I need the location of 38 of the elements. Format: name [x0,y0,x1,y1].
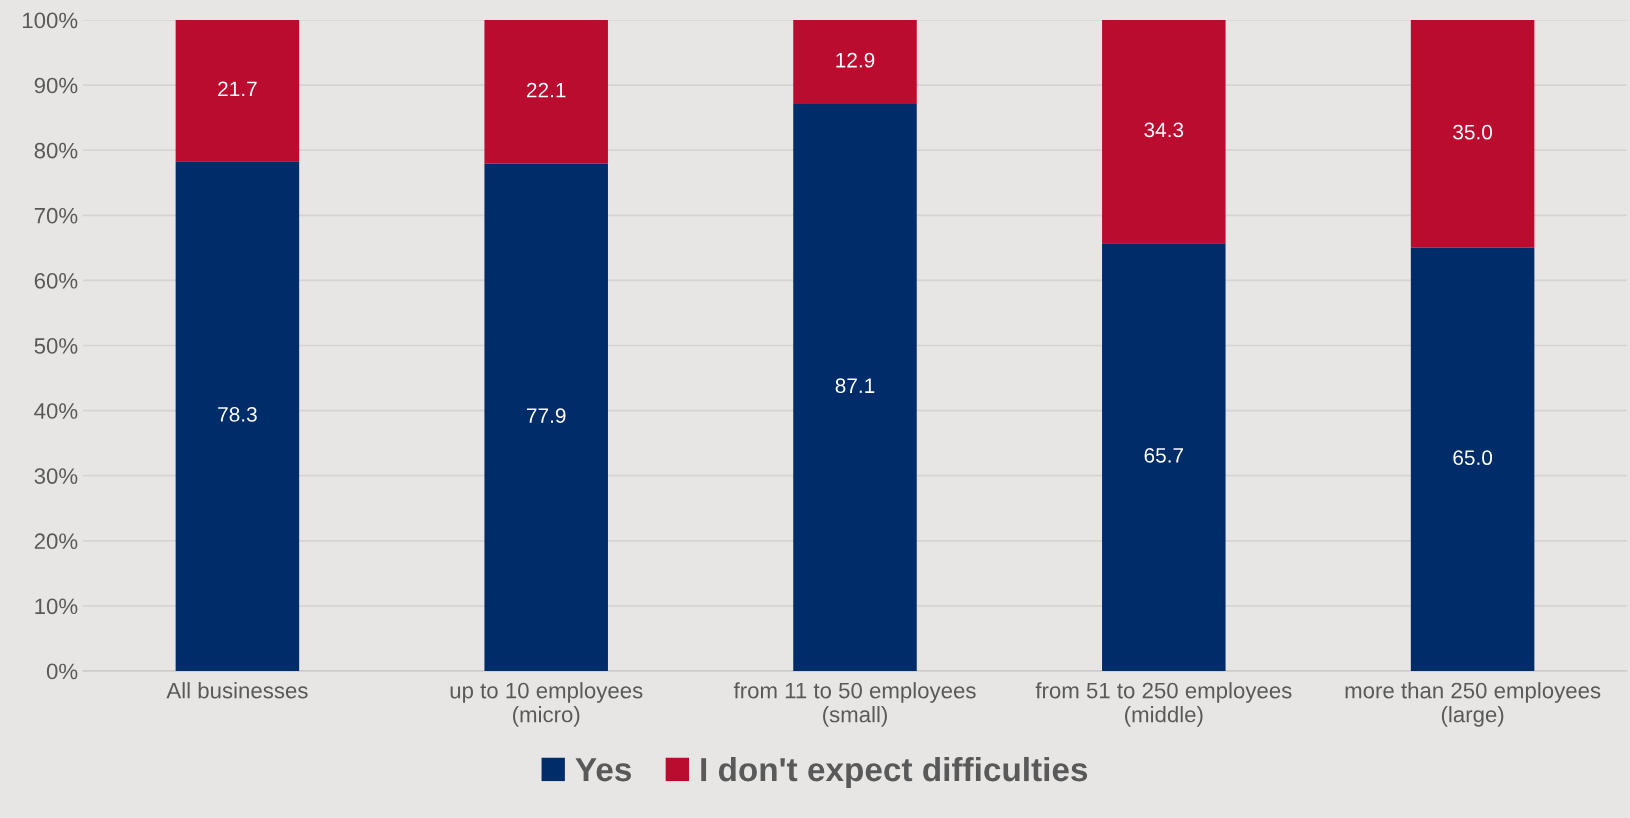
y-tick-label: 10% [35,598,78,615]
y-tick-label: 80% [34,142,78,159]
y-tick-label: 50% [34,338,78,354]
x-tick-label: more than 250 employees (large) [1345,682,1601,727]
legend-label: I don't expect difficulties [701,756,1088,788]
y-tick-label: 40% [34,403,78,419]
data-label: 78.3 [218,406,257,422]
x-tick-label: from 11 to 50 employees (small) [733,682,976,727]
data-label: 35.0 [1453,124,1493,140]
data-label: 77.9 [527,408,566,424]
y-tick-label: 100% [23,12,78,29]
data-label: 34.3 [1144,122,1184,138]
data-label: 12.9 [836,52,875,68]
y-tick-label: 20% [34,533,78,550]
bar [1102,243,1226,671]
y-tick-label: 90% [34,77,78,94]
data-label: 22.1 [526,82,566,98]
x-tick-label: All businesses [166,682,308,699]
bar [175,20,300,162]
data-label: 87.1 [835,378,875,394]
y-tick-label: 60% [34,272,78,289]
x-tick-label: from 51 to 250 employees (middle) [1035,682,1292,727]
x-tick-label: up to 10 employees (micro) [450,682,643,727]
data-label: 21.7 [218,81,257,97]
bar [793,103,917,671]
bar [175,161,300,671]
bar [1102,20,1226,244]
data-label: 65.7 [1144,447,1184,463]
bar [1410,20,1535,248]
data-label: 65.0 [1453,450,1493,466]
bar [484,20,608,164]
y-tick-label: 30% [34,468,78,484]
legend-label: Yes [575,758,631,782]
bar [484,163,608,671]
bar [1410,247,1535,671]
bar [793,20,917,104]
y-tick-label: 0% [46,663,78,680]
y-tick-label: 70% [34,207,78,224]
